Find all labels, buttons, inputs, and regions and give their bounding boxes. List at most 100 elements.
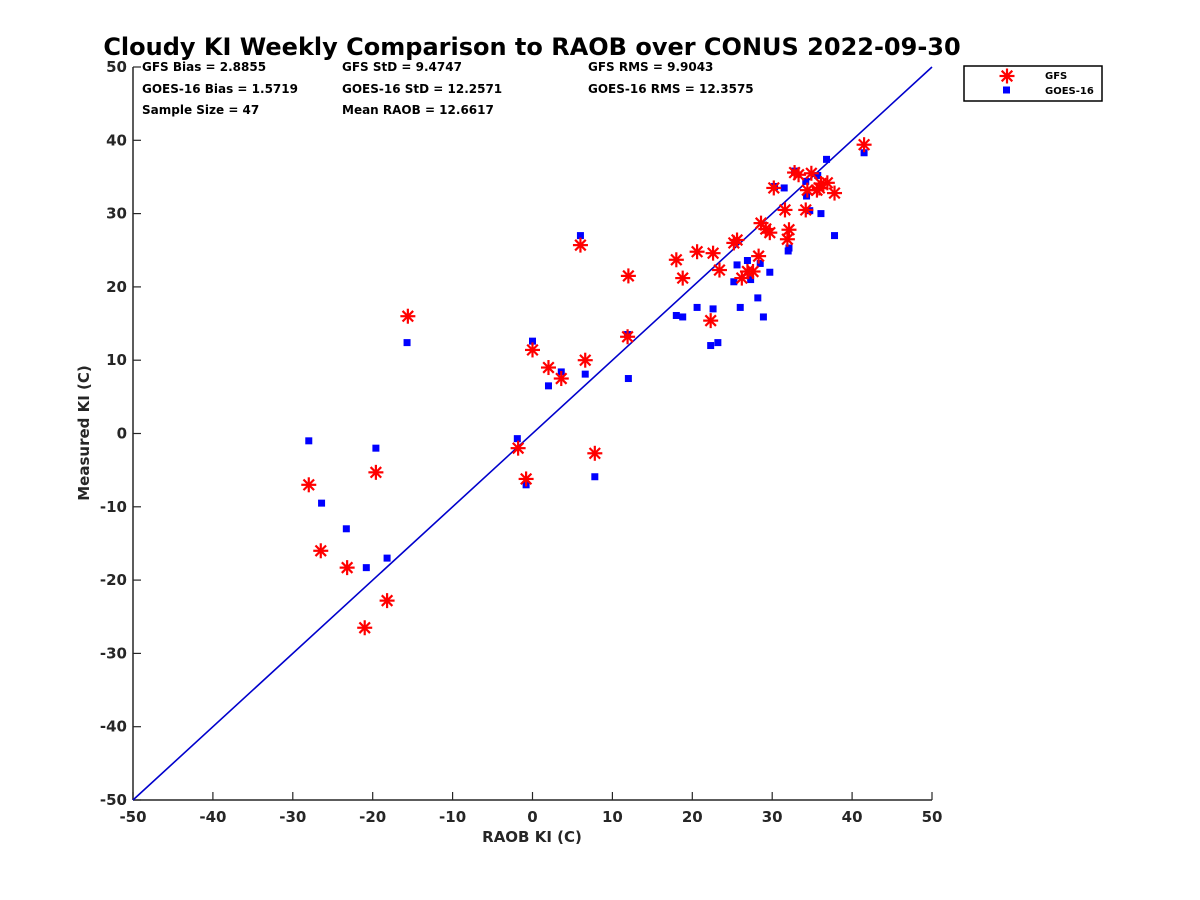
goes-16-point (802, 177, 810, 185)
goes-16-point (591, 473, 599, 481)
y-tick-label: 20 (106, 278, 127, 296)
y-tick-label: 30 (106, 205, 127, 223)
legend-goes-square-icon (1003, 86, 1010, 94)
gfs-point (856, 137, 872, 153)
goes-16-point (383, 554, 391, 562)
goes-16-point (860, 149, 868, 157)
gfs-point (540, 360, 556, 376)
data-points (301, 137, 872, 636)
goes-16-point (576, 232, 584, 240)
y-tick-label: -30 (100, 644, 127, 662)
gfs-point (751, 248, 767, 264)
gfs-point (781, 222, 797, 238)
legend-label-goes: GOES-16 (1045, 86, 1094, 97)
gfs-point (689, 244, 705, 260)
y-tick-label: -40 (100, 718, 127, 736)
goes-16-point (372, 444, 380, 452)
gfs-point (766, 180, 782, 196)
legend-gfs-asterisk-icon (999, 68, 1015, 84)
gfs-point (553, 371, 569, 387)
goes-16-point (743, 257, 751, 265)
goes-16-point (672, 311, 680, 319)
goes-16-point (733, 261, 741, 269)
stat-gfs-rms: GFS RMS = 9.9043 (588, 60, 713, 74)
stat-sample-size: Sample Size = 47 (142, 103, 259, 117)
stat-gfs-std: GFS StD = 9.4747 (342, 60, 462, 74)
goes-16-point (754, 294, 762, 302)
gfs-point (301, 477, 317, 493)
stat-mean-raob: Mean RAOB = 12.6617 (342, 103, 494, 117)
goes-16-point (403, 339, 411, 347)
gfs-point (620, 268, 636, 284)
gfs-point (400, 308, 416, 324)
gfs-point (368, 464, 384, 480)
gfs-point (339, 560, 355, 576)
x-tick-label: 20 (682, 808, 703, 826)
x-tick-label: -10 (439, 808, 466, 826)
gfs-point (357, 620, 373, 636)
y-tick-label: 0 (117, 425, 127, 443)
goes-16-point (780, 184, 788, 192)
goes-16-point (756, 259, 764, 267)
goes-16-point (709, 305, 717, 313)
goes-16-point (581, 370, 589, 378)
reference-line (132, 66, 933, 801)
gfs-point (803, 165, 819, 181)
stat-goes-std: GOES-16 StD = 12.2571 (342, 82, 502, 96)
gfs-point (525, 342, 540, 358)
gfs-point (510, 440, 526, 456)
gfs-point (745, 264, 761, 280)
y-tick-label: -50 (100, 791, 127, 809)
goes-16-point (342, 525, 350, 533)
y-tick-label: -10 (100, 498, 127, 516)
gfs-point (379, 593, 395, 609)
chart-title: Cloudy KI Weekly Comparison to RAOB over… (103, 33, 960, 61)
gfs-point (572, 237, 588, 253)
goes-16-point (707, 342, 715, 350)
legend-label-gfs: GFS (1045, 71, 1067, 82)
goes-16-point (714, 339, 722, 347)
goes-16-point (679, 313, 687, 321)
gfs-point (675, 270, 691, 286)
goes-16-point (747, 276, 755, 284)
y-tick-label: 10 (106, 351, 127, 369)
goes-16-point (831, 232, 839, 240)
y-tick-label: -20 (100, 571, 127, 589)
gfs-point (791, 167, 807, 183)
y-tick-label: 50 (106, 58, 127, 76)
stats-block: GFS Bias = 2.8855 GFS StD = 9.4747 GFS R… (142, 60, 754, 117)
x-tick-label: -20 (359, 808, 386, 826)
x-tick-label: 0 (527, 808, 537, 826)
legend-box (963, 65, 1103, 102)
gfs-point (620, 329, 636, 345)
goes-16-point (513, 435, 521, 443)
gfs-point (827, 185, 843, 201)
goes-16-point (529, 337, 536, 345)
one-to-one-line (132, 66, 933, 801)
x-tick-label: -40 (199, 808, 226, 826)
x-tick-label: 10 (602, 808, 623, 826)
goes-16-point (362, 564, 370, 572)
goes-16-point (817, 210, 825, 218)
goes-16-point (305, 437, 313, 445)
legend: GFS GOES-16 (963, 65, 1103, 102)
x-axis-label: RAOB KI (C) (482, 828, 582, 846)
legend-gfs-asterisk (999, 68, 1015, 84)
gfs-point (779, 231, 795, 247)
gfs-point (705, 245, 721, 261)
goes-16-point (785, 244, 793, 252)
gfs-point (777, 202, 793, 218)
x-tick-label: -30 (279, 808, 306, 826)
x-tick-label: -50 (119, 808, 146, 826)
gfs-point (762, 225, 778, 241)
stat-goes-rms: GOES-16 RMS = 12.3575 (588, 82, 754, 96)
goes-16-point (736, 303, 744, 311)
goes-16-point (766, 268, 774, 276)
gfs-point (798, 202, 814, 218)
goes-16-point (624, 375, 632, 383)
stat-goes-bias: GOES-16 Bias = 1.5719 (142, 82, 298, 96)
x-tick-label: 40 (842, 808, 863, 826)
gfs-point (703, 313, 719, 329)
gfs-point (518, 471, 534, 487)
